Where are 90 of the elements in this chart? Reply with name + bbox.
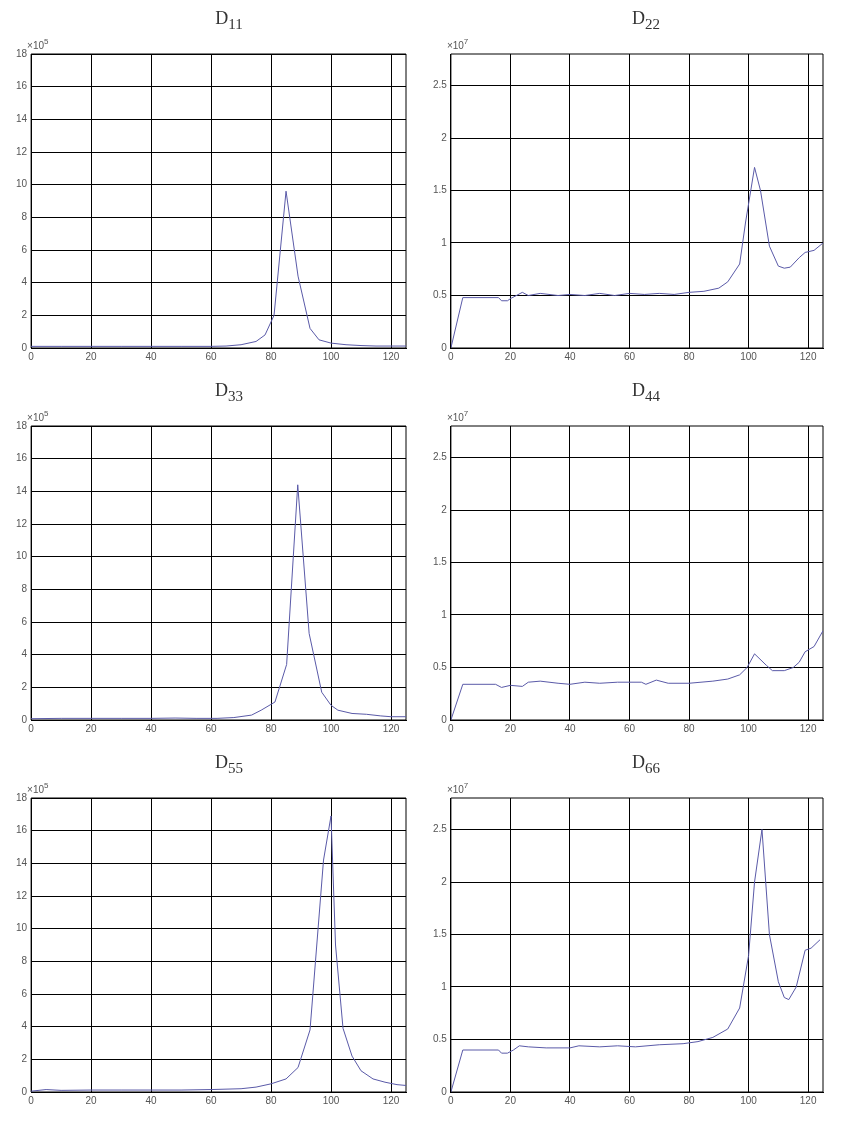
y-tick-label: 14: [16, 857, 28, 869]
y-tick-label: 8: [21, 955, 28, 967]
y-tick-label: 2.5: [433, 823, 448, 835]
x-tick-label: 120: [382, 350, 400, 362]
x-tick-label: 120: [799, 722, 817, 734]
y-tick-label: 6: [21, 987, 28, 999]
y-tick-label: 2: [441, 503, 448, 515]
x-tick-label: 20: [504, 722, 517, 734]
x-tick-label: 40: [145, 722, 158, 734]
y-tick-label: 16: [16, 80, 28, 92]
y-tick-label: 0: [21, 341, 28, 353]
x-tick-label: 100: [740, 1094, 758, 1106]
y-tick-label: 2: [21, 309, 28, 321]
y-tick-label: 1: [441, 608, 448, 620]
x-tick-label: 20: [85, 350, 98, 362]
y-tick-label: 12: [16, 889, 28, 901]
chart-title: D$_{11}$: [214, 8, 244, 34]
x-tick-label: 20: [85, 722, 98, 734]
y-tick-label: 2: [441, 875, 448, 887]
x-tick-label: 100: [322, 1094, 340, 1106]
y-tick-label: 0.5: [433, 289, 448, 301]
y-tick-label: 8: [21, 583, 28, 595]
chart-title: D$_{55}$: [214, 752, 244, 778]
chart-title: D$_{44}$: [631, 380, 661, 406]
y-tick-label: 10: [16, 178, 28, 190]
x-tick-label: 100: [322, 350, 340, 362]
y-tick-label: 14: [16, 485, 28, 497]
x-tick-label: 120: [382, 722, 400, 734]
y-tick-label: 0: [441, 713, 448, 725]
y-tick-label: 18: [16, 419, 28, 431]
y-tick-label: 6: [21, 243, 28, 255]
chart-title: D$_{66}$: [631, 752, 661, 778]
x-tick-label: 20: [504, 1094, 517, 1106]
y-tick-label: 4: [21, 1020, 28, 1032]
y-tick-label: 18: [16, 791, 28, 803]
x-tick-label: 80: [683, 1094, 696, 1106]
y-tick-label: 12: [16, 145, 28, 157]
x-tick-label: 100: [322, 722, 340, 734]
y-tick-label: 10: [16, 922, 28, 934]
x-tick-label: 120: [799, 350, 817, 362]
x-tick-label: 80: [265, 350, 278, 362]
x-tick-label: 80: [265, 722, 278, 734]
x-tick-label: 80: [265, 1094, 278, 1106]
y-tick-label: 8: [21, 211, 28, 223]
x-tick-label: 40: [145, 350, 158, 362]
y-tick-label: 12: [16, 517, 28, 529]
y-tick-label: 1.5: [433, 184, 448, 196]
y-tick-label: 18: [16, 47, 28, 59]
x-tick-label: 80: [683, 350, 696, 362]
y-tick-label: 2.5: [433, 451, 448, 463]
x-tick-label: 40: [564, 1094, 576, 1106]
x-tick-label: 120: [799, 1094, 817, 1106]
chart-title: D$_{22}$: [631, 8, 661, 34]
y-tick-label: 2: [21, 681, 28, 693]
x-tick-label: 100: [740, 350, 758, 362]
y-tick-label: 4: [21, 648, 28, 660]
y-tick-label: 0: [441, 1085, 448, 1097]
x-tick-label: 60: [205, 350, 218, 362]
y-tick-label: 16: [16, 824, 28, 836]
y-tick-label: 1: [441, 980, 448, 992]
y-tick-label: 4: [21, 276, 28, 288]
y-tick-label: 10: [16, 550, 28, 562]
x-tick-label: 60: [205, 1094, 218, 1106]
y-tick-label: 1.5: [433, 556, 448, 568]
chart-title: D$_{33}$: [214, 380, 244, 406]
y-tick-label: 0.5: [433, 1033, 448, 1045]
y-tick-label: 16: [16, 452, 28, 464]
x-tick-label: 60: [623, 350, 636, 362]
y-tick-label: 0.5: [433, 661, 448, 673]
x-tick-label: 40: [564, 350, 576, 362]
y-tick-label: 0: [21, 1085, 28, 1097]
x-tick-label: 100: [740, 722, 758, 734]
x-tick-label: 60: [205, 722, 218, 734]
x-tick-label: 120: [382, 1094, 400, 1106]
x-tick-label: 20: [85, 1094, 98, 1106]
x-tick-label: 80: [683, 722, 696, 734]
x-tick-label: 20: [504, 350, 517, 362]
x-tick-label: 60: [623, 1094, 636, 1106]
y-tick-label: 0: [21, 713, 28, 725]
x-tick-label: 40: [564, 722, 576, 734]
y-tick-label: 2: [21, 1053, 28, 1065]
y-tick-label: 14: [16, 113, 28, 125]
x-tick-label: 40: [145, 1094, 158, 1106]
y-tick-label: 6: [21, 615, 28, 627]
y-tick-label: 2: [441, 131, 448, 143]
y-tick-label: 1.5: [433, 928, 448, 940]
y-tick-label: 0: [441, 341, 448, 353]
x-tick-label: 60: [623, 722, 636, 734]
y-tick-label: 2.5: [433, 79, 448, 91]
y-tick-label: 1: [441, 236, 448, 248]
